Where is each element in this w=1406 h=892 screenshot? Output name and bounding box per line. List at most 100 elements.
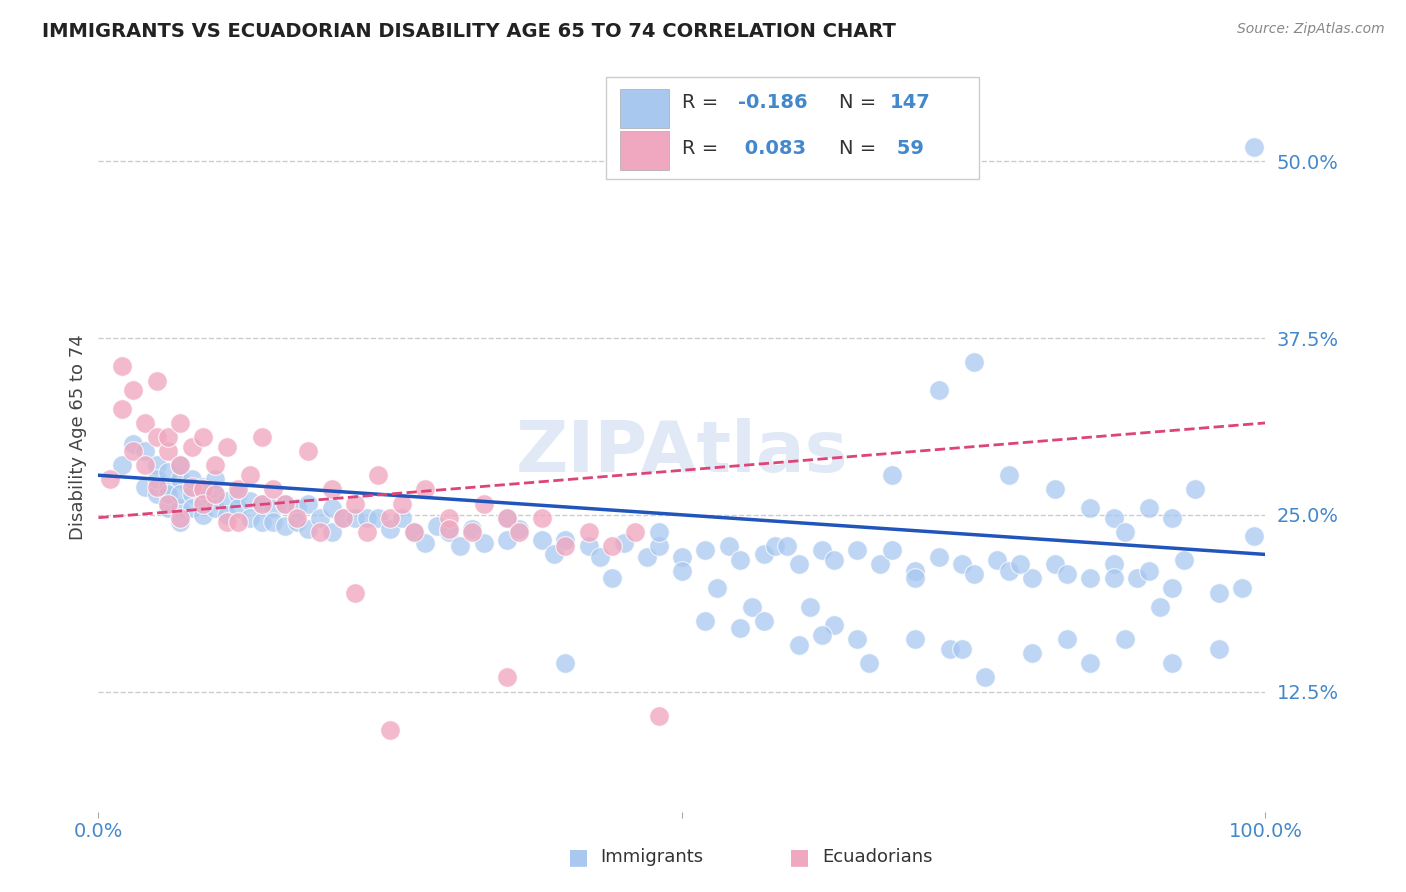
Point: [367, 510, 389, 524]
Point: [904, 571, 927, 585]
Point: [950, 558, 973, 572]
Point: [437, 524, 460, 539]
Point: [1080, 657, 1102, 671]
Point: [309, 524, 332, 539]
Point: [636, 550, 658, 565]
Bar: [620, 130, 669, 169]
Point: [1161, 657, 1184, 671]
Point: [169, 458, 191, 473]
Text: N =: N =: [839, 139, 883, 158]
Point: [496, 510, 519, 524]
Text: ■: ■: [568, 847, 589, 867]
Point: [869, 558, 891, 572]
Point: [589, 550, 612, 565]
Point: [228, 515, 250, 529]
Point: [974, 670, 997, 684]
Point: [647, 708, 669, 723]
Point: [344, 585, 367, 599]
Point: [950, 642, 973, 657]
Point: [1102, 571, 1125, 585]
Point: [169, 458, 191, 473]
Point: [356, 510, 378, 524]
Point: [413, 536, 436, 550]
Point: [380, 522, 402, 536]
Point: [262, 500, 284, 515]
Point: [274, 496, 297, 510]
Point: [228, 483, 250, 497]
Point: [904, 565, 927, 579]
Point: [752, 614, 775, 628]
Text: ■: ■: [789, 847, 810, 867]
Point: [180, 479, 202, 493]
Point: [193, 479, 215, 493]
Point: [215, 508, 238, 522]
Point: [880, 543, 903, 558]
Point: [787, 558, 810, 572]
Point: [274, 519, 297, 533]
Point: [250, 496, 273, 510]
Point: [239, 468, 262, 483]
Point: [285, 500, 308, 515]
Point: [169, 515, 191, 529]
Point: [297, 496, 319, 510]
Point: [554, 539, 576, 553]
Point: [146, 374, 169, 388]
Point: [613, 536, 636, 550]
Point: [730, 553, 752, 567]
Point: [706, 582, 728, 596]
Point: [554, 657, 576, 671]
Point: [1045, 558, 1067, 572]
Point: [823, 618, 845, 632]
Point: [823, 553, 845, 567]
Point: [309, 510, 332, 524]
Point: [180, 473, 202, 487]
Y-axis label: Disability Age 65 to 74: Disability Age 65 to 74: [69, 334, 87, 540]
Point: [250, 496, 273, 510]
Point: [1208, 585, 1230, 599]
Point: [799, 599, 821, 614]
Point: [763, 539, 786, 553]
Point: [600, 571, 623, 585]
Point: [122, 437, 145, 451]
Point: [997, 468, 1019, 483]
Point: [1126, 571, 1149, 585]
Point: [193, 508, 215, 522]
Point: [1137, 565, 1160, 579]
FancyBboxPatch shape: [606, 78, 980, 178]
Point: [986, 553, 1008, 567]
Point: [146, 458, 169, 473]
Point: [1161, 582, 1184, 596]
Point: [695, 614, 717, 628]
Point: [1161, 510, 1184, 524]
Point: [1056, 567, 1078, 582]
Point: [239, 510, 262, 524]
Point: [169, 486, 191, 500]
Point: [332, 510, 354, 524]
Point: [530, 533, 553, 548]
Point: [554, 533, 576, 548]
Point: [624, 524, 647, 539]
Point: [402, 524, 425, 539]
Point: [321, 483, 343, 497]
Point: [122, 444, 145, 458]
Point: [1102, 558, 1125, 572]
Point: [285, 510, 308, 524]
Point: [1010, 558, 1032, 572]
Point: [169, 416, 191, 430]
Point: [752, 548, 775, 562]
Bar: [620, 88, 669, 128]
Point: [437, 522, 460, 536]
Point: [741, 599, 763, 614]
Point: [146, 486, 169, 500]
Point: [695, 543, 717, 558]
Point: [321, 500, 343, 515]
Point: [671, 565, 693, 579]
Point: [391, 510, 413, 524]
Point: [730, 621, 752, 635]
Point: [321, 524, 343, 539]
Point: [939, 642, 962, 657]
Point: [380, 510, 402, 524]
Point: [1114, 632, 1136, 647]
Point: [496, 533, 519, 548]
Point: [380, 723, 402, 737]
